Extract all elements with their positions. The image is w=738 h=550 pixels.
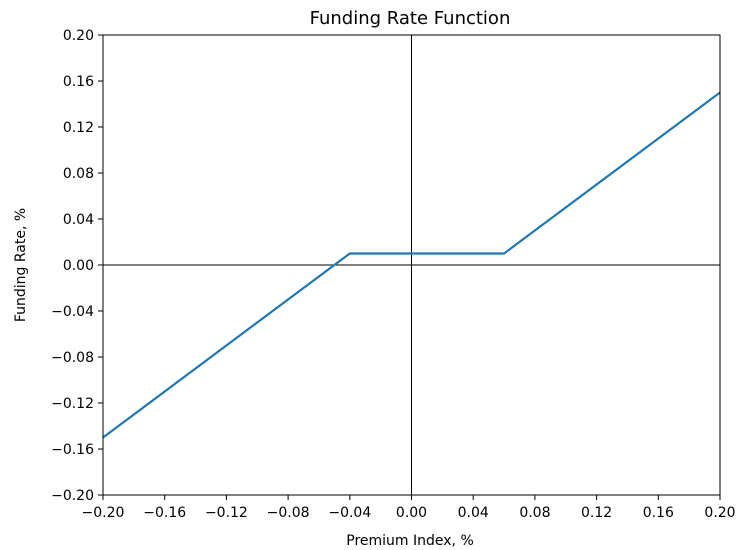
y-tick-label: −0.20 xyxy=(51,488,94,504)
x-tick-label: −0.04 xyxy=(328,505,371,521)
y-tick-label: −0.08 xyxy=(51,350,94,366)
x-tick-label: −0.12 xyxy=(205,505,248,521)
y-tick-label: 0.16 xyxy=(63,74,94,90)
chart-title: Funding Rate Function xyxy=(310,8,511,29)
plot-frame xyxy=(102,34,721,496)
y-tick-label: 0.08 xyxy=(63,166,94,182)
x-tick-label: 0.00 xyxy=(396,505,427,521)
y-tick-label: 0.00 xyxy=(63,258,94,274)
x-tick-label: 0.12 xyxy=(581,505,612,521)
y-axis-label: Funding Rate, % xyxy=(13,208,29,322)
x-tick-label: 0.20 xyxy=(704,505,735,521)
x-tick-label: −0.08 xyxy=(267,505,310,521)
y-tick-label: −0.04 xyxy=(51,304,94,320)
x-axis-label: Premium Index, % xyxy=(346,533,474,549)
x-tick-label: 0.16 xyxy=(643,505,674,521)
plot-area: −0.20 −0.16 −0.12 −0.08 −0.04 0.00 0.04 0.08 0.1… xyxy=(51,28,735,521)
y-tick-label: 0.12 xyxy=(63,120,94,136)
y-tick-label: 0.20 xyxy=(63,28,94,44)
x-tick-label: −0.16 xyxy=(143,505,186,521)
x-tick-label: 0.08 xyxy=(519,505,550,521)
y-tick-label: −0.16 xyxy=(51,442,94,458)
series-line-0 xyxy=(102,91,721,439)
y-tick-label: −0.12 xyxy=(51,396,94,412)
x-tick-label: −0.20 xyxy=(82,505,125,521)
x-tick-label: 0.04 xyxy=(458,505,489,521)
y-tick-label: 0.04 xyxy=(63,212,94,228)
